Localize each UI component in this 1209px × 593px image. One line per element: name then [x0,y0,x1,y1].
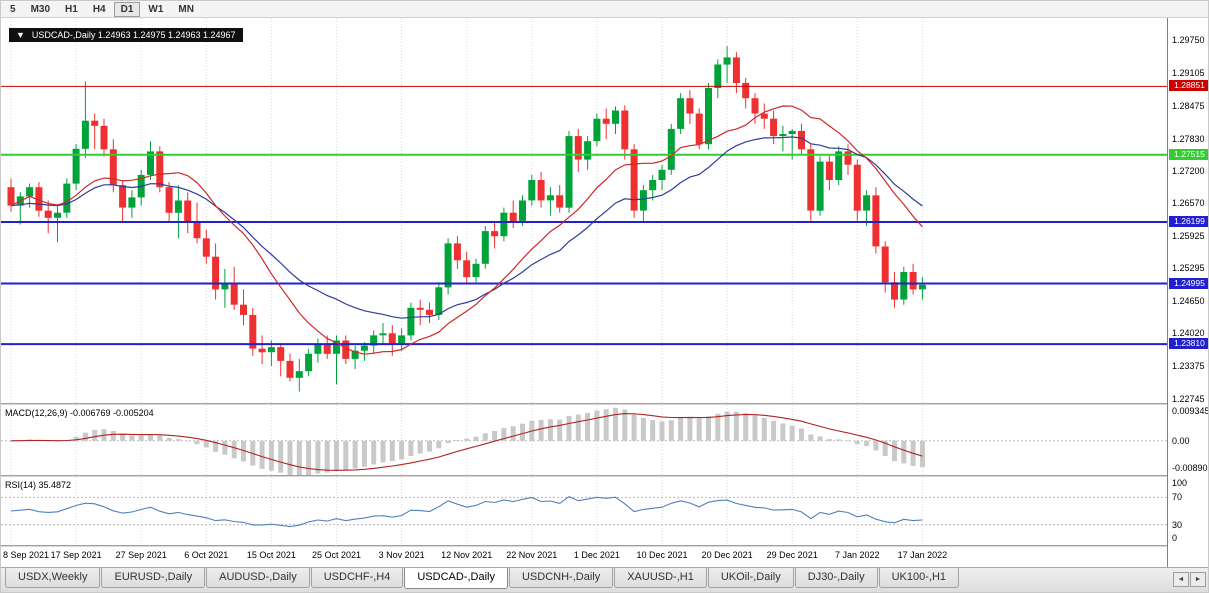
price-level-badge: 1.26199 [1169,215,1208,227]
timeframe-button-mn[interactable]: MN [178,3,194,15]
panel-separator[interactable] [1,475,1208,477]
tabs-scroll-left-icon[interactable]: ◄ [1173,572,1189,587]
macd-axis-tick: 0.009345 [1172,406,1209,416]
price-level-badge: 1.27515 [1169,148,1208,160]
moving-averages [10,105,923,355]
chart-tab-usdcad-daily[interactable]: USDCAD-,Daily [404,568,508,589]
chart-tabs: USDX,Weekly EURUSD-,Daily AUDUSD-,Daily USD… [5,568,960,589]
date-label: 17 Sep 2021 [50,550,102,560]
chart-tabs-bar: USDX,Weekly EURUSD-,Daily AUDUSD-,Daily USD… [1,567,1208,592]
price-axis-tick: 1.25295 [1172,263,1205,274]
macd-histogram [8,407,925,475]
time-axis: 8 Sep 2021 17 Sep 2021 27 Sep 2021 6 Oct 20… [1,547,1167,567]
date-label: 29 Dec 2021 [766,550,818,560]
timeframe-button-m30[interactable]: M30 [30,3,51,15]
plot-column: 8 Sep 2021 17 Sep 2021 27 Sep 2021 6 Oct 20… [1,18,1167,567]
price-level-badge: 1.23810 [1169,338,1208,350]
date-label: 1 Dec 2021 [573,550,620,560]
price-axis: 1.29750 1.29105 1.28475 1.27830 1.27200 1.265… [1167,18,1209,567]
tabs-scroll-right-icon[interactable]: ► [1190,572,1206,587]
price-axis-tick: 1.25925 [1172,230,1205,241]
price-level-badge: 1.24995 [1169,277,1208,289]
rsi-axis-tick: 100 [1172,478,1188,488]
macd-panel[interactable] [1,405,1167,475]
chart-title-bar[interactable]: ▼ USDCAD-,Daily 1.24963 1.24975 1.24963 … [9,28,243,42]
price-axis-tick: 1.24020 [1172,328,1205,339]
timeframe-button-h1[interactable]: H1 [65,3,78,15]
main-price-chart[interactable] [1,18,1167,403]
macd-indicator-label: MACD(12,26,9) -0.006769 -0.005204 [5,408,154,418]
price-axis-tick: 1.23375 [1172,361,1205,372]
date-label: 25 Oct 2021 [311,550,362,560]
price-axis-tick: 1.27830 [1172,133,1205,144]
macd-signal-line [10,413,923,471]
date-label: 3 Nov 2021 [378,550,425,560]
chart-region: 8 Sep 2021 17 Sep 2021 27 Sep 2021 6 Oct 20… [1,18,1209,567]
candles [7,46,926,392]
date-label: 27 Sep 2021 [115,550,167,560]
rsi-axis-tick: 70 [1172,492,1183,503]
price-axis-tick: 1.28475 [1172,100,1205,111]
date-label: 8 Sep 2021 [3,550,50,560]
date-label: 10 Dec 2021 [636,550,688,560]
price-level-badge: 1.28851 [1169,80,1208,92]
chart-tab-eurusd-daily[interactable]: EURUSD-,Daily [101,568,206,588]
panel-separator[interactable] [1,403,1208,405]
chart-tab-dj30-daily[interactable]: DJ30-,Daily [794,568,878,588]
chart-tab-xauusd-h1[interactable]: XAUUSD-,H1 [614,568,707,588]
chart-tab-usdchf-h4[interactable]: USDCHF-,H4 [310,568,404,588]
date-label: 12 Nov 2021 [441,550,493,560]
price-axis-tick: 1.27200 [1172,165,1205,176]
tabs-scroll-controls: ◄ ► [1173,568,1206,587]
chart-tab-ukoil-daily[interactable]: UKOil-,Daily [707,568,794,588]
date-label: 20 Dec 2021 [701,550,753,560]
date-label: 15 Oct 2021 [246,550,296,560]
rsi-indicator-label: RSI(14) 35.4872 [5,480,72,490]
timeframe-toolbar: 5 M30 H1 H4 D1 W1 MN [1,1,1208,18]
date-label: 22 Nov 2021 [506,550,558,560]
chart-tab-audusd-daily[interactable]: AUDUSD-,Daily [206,568,310,588]
chart-tab-usdcnh-daily[interactable]: USDCNH-,Daily [508,568,614,588]
price-axis-tick: 1.22745 [1172,393,1205,404]
chart-tab-uk100-h1[interactable]: UK100-,H1 [878,568,960,588]
rsi-axis-tick: 0 [1172,533,1178,543]
date-label: 6 Oct 2021 [184,550,229,560]
price-axis-tick: 1.24650 [1172,296,1205,307]
macd-axis-tick: -0.008902 [1172,463,1209,473]
timeframe-button-5[interactable]: 5 [10,3,16,15]
chart-title-text: USDCAD-,Daily 1.24963 1.24975 1.24963 1.… [31,30,236,40]
chart-tab-usdx-weekly[interactable]: USDX,Weekly [5,568,101,588]
grid-lines [10,477,923,545]
timeframe-button-d1[interactable]: D1 [113,1,141,17]
date-label: 7 Jan 2022 [835,550,880,560]
price-axis-tick: 1.29750 [1172,35,1205,46]
price-axis-tick: 1.26570 [1172,198,1205,208]
grid-lines [10,18,923,403]
collapse-arrow-icon[interactable]: ▼ [16,30,25,40]
date-label: 17 Jan 2022 [897,550,948,560]
rsi-panel[interactable] [1,477,1167,545]
panel-separator[interactable] [1,545,1208,547]
rsi-axis-tick: 30 [1172,519,1183,530]
rsi-line [10,495,923,528]
timeframe-button-w1[interactable]: W1 [148,3,164,15]
timeframe-button-h4[interactable]: H4 [92,3,106,15]
macd-axis-tick: 0.00 [1172,435,1190,446]
horizontal-level-lines[interactable] [1,85,1167,346]
price-axis-tick: 1.29105 [1172,68,1205,79]
